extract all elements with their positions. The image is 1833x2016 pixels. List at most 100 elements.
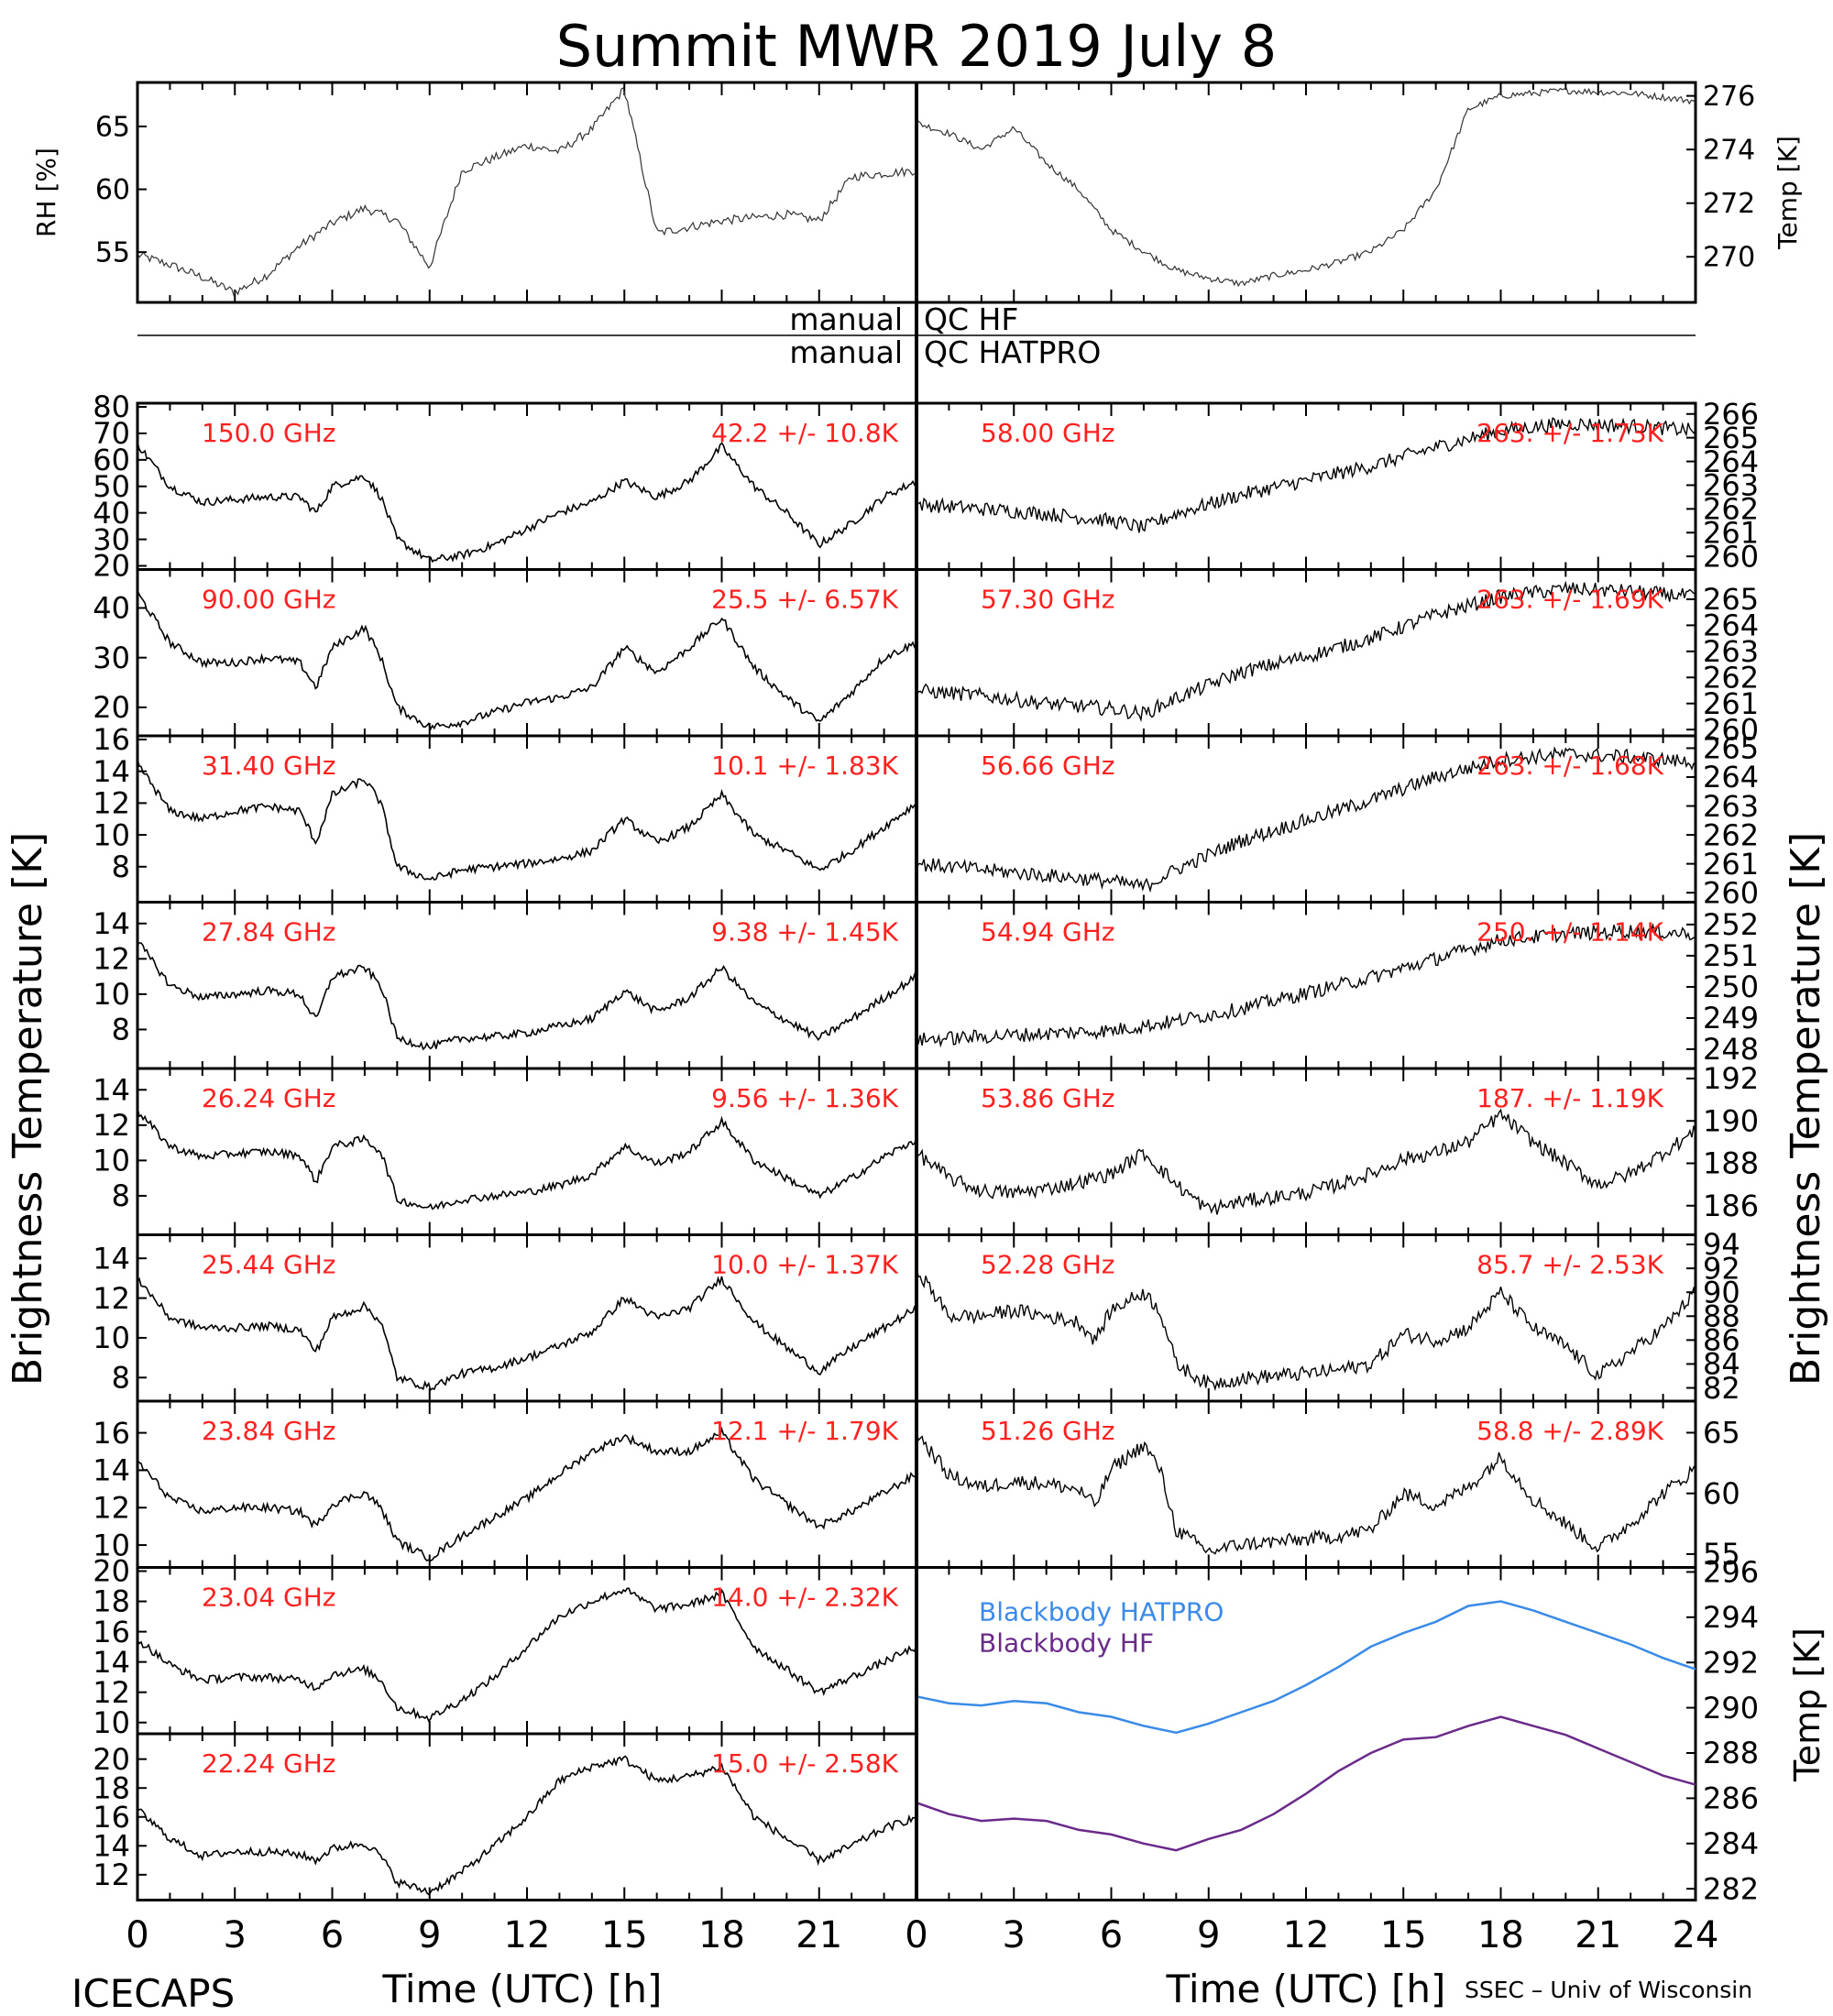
blackbody-y-tick-label: 292 <box>1703 1645 1759 1680</box>
y-axis-label-left: Brightness Temperature [K] <box>5 832 51 1386</box>
left-stat-label: 9.38 +/- 1.45K <box>711 917 898 948</box>
right-freq-label: 51.26 GHz <box>981 1416 1115 1446</box>
left-y-tick-label: 12 <box>93 1490 130 1525</box>
left-y-tick-label: 10 <box>93 977 130 1012</box>
left-y-tick-label: 10 <box>93 1705 130 1740</box>
temp-y-tick-label: 270 <box>1703 242 1755 274</box>
left-y-tick-label: 10 <box>93 1144 130 1178</box>
right-y-tick-label: 265 <box>1703 582 1759 617</box>
blackbody-y-tick-label: 284 <box>1703 1826 1759 1861</box>
right-series-line <box>916 1264 1696 1392</box>
x-axis-label-right: Time (UTC) [h] <box>1166 1967 1446 2011</box>
right-y-tick-label: 190 <box>1703 1103 1759 1138</box>
right-stat-label: 263. +/- 1.69K <box>1476 585 1663 615</box>
left-series-line <box>137 590 917 731</box>
right-series-line <box>916 746 1696 893</box>
left-y-tick-label: 14 <box>93 1828 130 1863</box>
left-y-tick-label: 14 <box>93 906 130 941</box>
right-freq-label: 56.66 GHz <box>981 751 1115 781</box>
right-y-tick-label: 263 <box>1703 468 1759 503</box>
right-y-tick-label: 92 <box>1703 1251 1740 1286</box>
left-series-line <box>137 1587 917 1723</box>
left-y-tick-label: 14 <box>93 1072 130 1107</box>
footer-icecaps: ICECAPS <box>71 1971 235 2016</box>
rh-series <box>137 86 917 297</box>
left-y-tick-label: 12 <box>93 1857 130 1892</box>
left-y-tick-label: 30 <box>93 522 130 557</box>
footer-ssec: SSEC – Univ of Wisconsin <box>1465 1977 1752 2003</box>
blackbody-temp-label: Temp [K] <box>1787 1627 1828 1782</box>
right-y-tick-label: 65 <box>1703 1416 1740 1451</box>
left-freq-label: 150.0 GHz <box>202 418 336 448</box>
x-tick-label-right: 6 <box>1100 1914 1123 1956</box>
left-series-line <box>137 442 917 564</box>
right-y-tick-label: 261 <box>1703 686 1759 721</box>
right-y-tick-label: 262 <box>1703 660 1759 695</box>
right-y-tick-label: 261 <box>1703 847 1759 882</box>
right-y-tick-label: 264 <box>1703 444 1759 479</box>
x-tick-label-right: 21 <box>1575 1914 1621 1956</box>
x-tick-label-left: 21 <box>796 1914 842 1956</box>
temp-y-tick-label: 274 <box>1703 135 1755 167</box>
left-y-tick-label: 60 <box>93 443 130 477</box>
blackbody-y-tick-label: 286 <box>1703 1781 1759 1816</box>
right-y-tick-label: 60 <box>1703 1476 1740 1511</box>
right-stat-label: 85.7 +/- 2.53K <box>1476 1250 1663 1280</box>
x-axis-label-left: Time (UTC) [h] <box>382 1967 663 2011</box>
blackbody-y-tick-label: 296 <box>1703 1555 1759 1590</box>
temp-series <box>916 87 1696 288</box>
right-y-tick-label: 262 <box>1703 492 1759 527</box>
left-y-tick-label: 40 <box>93 591 130 626</box>
right-stat-label: 263. +/- 1.68K <box>1476 751 1663 781</box>
blackbody-y-tick-label: 282 <box>1703 1871 1759 1906</box>
left-y-tick-label: 10 <box>93 1528 130 1562</box>
right-y-tick-label: 82 <box>1703 1371 1740 1406</box>
right-series-line <box>916 923 1696 1048</box>
right-y-tick-label: 192 <box>1703 1061 1759 1096</box>
left-y-tick-label: 14 <box>93 754 130 789</box>
rh-panel-frame <box>136 81 918 304</box>
right-y-tick-label: 251 <box>1703 938 1759 973</box>
blackbody-y-tick-label: 290 <box>1703 1691 1759 1726</box>
right-freq-label: 52.28 GHz <box>981 1250 1115 1280</box>
right-y-tick-label: 265 <box>1703 731 1759 766</box>
right-y-tick-label: 55 <box>1703 1537 1740 1572</box>
top-panel-ticks <box>137 82 1696 302</box>
left-stat-label: 25.5 +/- 6.57K <box>711 585 898 615</box>
right-stat-label: 250. +/- 1.14K <box>1476 917 1663 948</box>
x-tick-label-right: 15 <box>1380 1914 1427 1956</box>
left-y-tick-label: 20 <box>93 549 130 584</box>
left-y-tick-label: 16 <box>93 1615 130 1649</box>
left-stat-label: 14.0 +/- 2.32K <box>711 1583 898 1613</box>
x-tick-label-left: 18 <box>698 1914 745 1956</box>
right-y-tick-label: 262 <box>1703 817 1759 852</box>
left-series-line <box>137 1426 917 1561</box>
left-y-tick-label: 14 <box>93 1453 130 1488</box>
left-y-tick-label: 16 <box>93 722 130 757</box>
left-y-tick-label: 8 <box>112 849 130 884</box>
x-tick-label-right: 12 <box>1283 1914 1330 1956</box>
right-freq-label: 58.00 GHz <box>981 418 1115 448</box>
left-y-tick-label: 16 <box>93 1416 130 1451</box>
x-tick-label-left: 3 <box>224 1914 247 1956</box>
right-y-tick-label: 260 <box>1703 875 1759 910</box>
temp-y-tick-label: 272 <box>1703 188 1755 220</box>
x-tick-label-right: 0 <box>905 1914 927 1956</box>
left-freq-label: 25.44 GHz <box>202 1250 336 1280</box>
right-freq-label: 57.30 GHz <box>981 585 1115 615</box>
left-y-tick-label: 12 <box>93 1108 130 1143</box>
left-stat-label: 10.1 +/- 1.83K <box>711 751 898 781</box>
right-y-tick-label: 263 <box>1703 789 1759 824</box>
y-axis-label-right: Brightness Temperature [K] <box>1783 832 1829 1386</box>
left-series-line <box>137 1276 917 1392</box>
left-stat-label: 15.0 +/- 2.58K <box>711 1748 898 1779</box>
left-y-tick-label: 20 <box>93 1742 130 1777</box>
right-y-tick-label: 86 <box>1703 1323 1740 1358</box>
right-y-tick-label: 250 <box>1703 970 1759 1004</box>
left-y-tick-label: 12 <box>93 942 130 977</box>
right-y-tick-label: 84 <box>1703 1347 1740 1382</box>
